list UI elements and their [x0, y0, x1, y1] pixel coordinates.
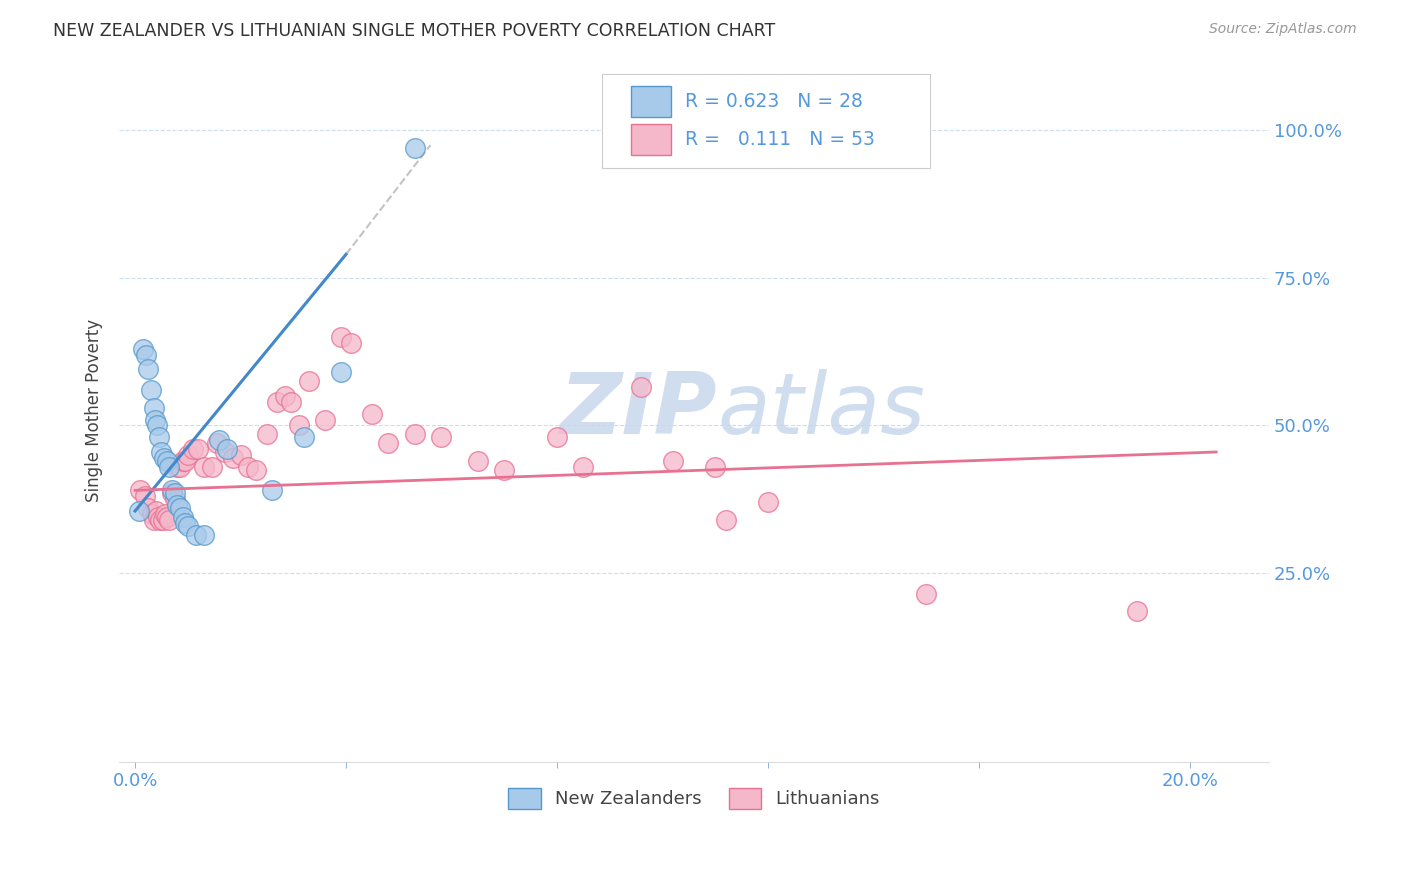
Point	[280, 394, 302, 409]
Point	[298, 374, 321, 388]
Point	[172, 509, 194, 524]
Point	[404, 141, 426, 155]
Point	[157, 513, 180, 527]
Point	[200, 459, 222, 474]
Point	[153, 450, 176, 465]
Point	[174, 454, 197, 468]
Point	[340, 335, 363, 350]
Point	[136, 362, 159, 376]
Point	[361, 407, 384, 421]
Point	[205, 436, 228, 450]
Point	[174, 516, 197, 530]
Point	[163, 486, 186, 500]
Point	[169, 459, 191, 474]
Point	[156, 509, 179, 524]
Point	[148, 509, 170, 524]
Point	[143, 513, 166, 527]
Text: R = 0.623   N = 28: R = 0.623 N = 28	[685, 92, 863, 112]
Point	[245, 463, 267, 477]
Point	[714, 513, 737, 527]
Point	[193, 527, 215, 541]
Point	[172, 454, 194, 468]
Point	[214, 445, 236, 459]
Point	[184, 527, 207, 541]
Point	[287, 418, 309, 433]
Point	[163, 492, 186, 507]
Point	[1126, 604, 1149, 618]
Point	[572, 459, 595, 474]
Point	[314, 412, 336, 426]
Point	[404, 427, 426, 442]
FancyBboxPatch shape	[631, 87, 671, 117]
Point	[157, 459, 180, 474]
Point	[217, 442, 239, 456]
Point	[494, 463, 516, 477]
Point	[467, 454, 489, 468]
Point	[915, 586, 938, 600]
Point	[149, 513, 172, 527]
Point	[177, 518, 200, 533]
Point	[662, 454, 685, 468]
Text: NEW ZEALANDER VS LITHUANIAN SINGLE MOTHER POVERTY CORRELATION CHART: NEW ZEALANDER VS LITHUANIAN SINGLE MOTHE…	[53, 22, 776, 40]
Point	[134, 489, 156, 503]
Point	[148, 430, 170, 444]
Point	[193, 459, 215, 474]
Point	[146, 418, 169, 433]
Point	[704, 459, 727, 474]
Point	[169, 501, 191, 516]
Point	[145, 504, 167, 518]
Point	[266, 394, 288, 409]
Point	[377, 436, 399, 450]
Text: Source: ZipAtlas.com: Source: ZipAtlas.com	[1209, 22, 1357, 37]
Point	[142, 401, 165, 415]
Point	[153, 507, 176, 521]
Point	[160, 483, 183, 498]
Point	[292, 430, 315, 444]
Point	[630, 380, 652, 394]
Point	[177, 448, 200, 462]
Point	[274, 389, 297, 403]
Point	[430, 430, 453, 444]
Point	[143, 412, 166, 426]
Text: atlas: atlas	[717, 369, 925, 452]
Point	[156, 454, 179, 468]
Point	[152, 513, 174, 527]
Point	[262, 483, 284, 498]
Legend: New Zealanders, Lithuanians: New Zealanders, Lithuanians	[501, 780, 887, 816]
Point	[329, 365, 352, 379]
Point	[238, 459, 260, 474]
Text: ZIP: ZIP	[560, 369, 717, 452]
Point	[128, 504, 150, 518]
Point	[329, 330, 352, 344]
Text: R =   0.111   N = 53: R = 0.111 N = 53	[685, 130, 875, 149]
Point	[187, 442, 209, 456]
Point	[256, 427, 278, 442]
Point	[756, 495, 779, 509]
Point	[208, 433, 231, 447]
Point	[546, 430, 568, 444]
FancyBboxPatch shape	[602, 74, 929, 169]
Point	[229, 448, 252, 462]
Point	[166, 459, 188, 474]
FancyBboxPatch shape	[631, 124, 671, 155]
Point	[166, 498, 188, 512]
Point	[181, 442, 204, 456]
Point	[160, 486, 183, 500]
Point	[141, 507, 163, 521]
Point	[132, 342, 155, 356]
Point	[136, 501, 159, 516]
Point	[221, 450, 243, 465]
Point	[135, 348, 157, 362]
Y-axis label: Single Mother Poverty: Single Mother Poverty	[86, 319, 103, 502]
Point	[150, 445, 173, 459]
Point	[139, 383, 162, 397]
Point	[129, 483, 152, 498]
